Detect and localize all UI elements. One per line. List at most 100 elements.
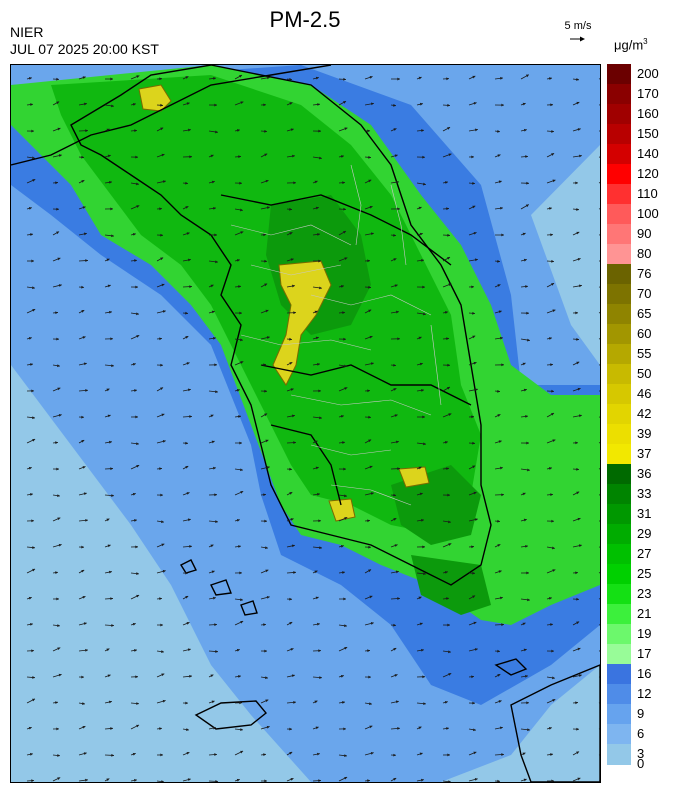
wind-arrow-icon (546, 309, 556, 314)
wind-arrow-icon (468, 155, 475, 159)
wind-arrow-icon (156, 180, 166, 184)
wind-arrow-icon (598, 338, 600, 340)
wind-arrow-icon (572, 571, 579, 575)
wind-arrow-icon (260, 699, 269, 704)
wind-arrow-icon (572, 101, 580, 106)
wind-arrow-icon (442, 311, 448, 314)
district-line (430, 324, 442, 406)
wind-arrow-icon (442, 597, 450, 600)
wind-arrow-icon (26, 676, 36, 679)
wind-arrow-icon (416, 466, 422, 470)
wind-arrow-icon (156, 310, 166, 314)
legend-label: 37 (637, 446, 652, 461)
wind-arrow-icon (546, 103, 554, 107)
wind-arrow-icon (390, 310, 399, 314)
wind-arrow-icon (520, 648, 527, 652)
wind-arrow-icon (78, 415, 85, 419)
wind-arrow-icon (338, 100, 347, 106)
wind-arrow-icon (442, 623, 451, 627)
wind-arrow-icon (494, 649, 501, 653)
wind-arrow-icon (260, 389, 268, 393)
wind-arrow-icon (104, 207, 114, 211)
wind-arrow-icon (364, 569, 372, 574)
wind-arrow-icon (494, 129, 501, 133)
wind-arrow-icon (364, 751, 374, 756)
wind-arrow-icon (104, 440, 112, 444)
wind-arrow-icon (286, 388, 294, 392)
wind-arrow-icon (312, 259, 322, 263)
wind-arrow-icon (234, 701, 243, 705)
wind-arrow-icon (104, 234, 114, 238)
wind-arrow-icon (78, 102, 87, 106)
wind-arrow-icon (260, 595, 270, 600)
wind-arrow-icon (416, 415, 426, 419)
wind-arrow-icon (208, 700, 215, 704)
wind-arrow-icon (312, 206, 319, 210)
wind-arrow-icon (260, 103, 267, 107)
wind-arrow-icon (468, 648, 478, 652)
legend-label: 17 (637, 646, 652, 661)
wind-arrow-icon (416, 675, 426, 679)
wind-arrow-icon (520, 102, 526, 106)
wind-arrow-icon (234, 129, 240, 132)
wind-arrow-icon (442, 233, 451, 237)
wind-arrow-icon (234, 648, 240, 652)
wind-arrow-icon (547, 779, 554, 782)
wind-arrow-icon (130, 519, 137, 522)
wind-arrow-icon (52, 413, 62, 418)
wind-arrow-icon (78, 518, 88, 522)
wind-arrow-icon (364, 725, 373, 730)
legend-swatch (607, 624, 631, 645)
wind-arrow-icon (338, 776, 348, 782)
wind-arrow-icon (494, 466, 503, 470)
wind-arrow-icon (156, 699, 166, 704)
wind-arrow-icon (546, 467, 552, 470)
wind-arrow-icon (442, 520, 451, 524)
wind-arrow-icon (104, 597, 114, 601)
wind-arrow-icon (494, 493, 505, 497)
wind-arrow-icon (130, 492, 136, 496)
wind-arrow-icon (78, 778, 88, 782)
wind-arrow-icon (130, 778, 137, 782)
wind-arrow-icon (52, 207, 60, 211)
wind-arrow-icon (468, 778, 478, 782)
wind-arrow-icon (312, 156, 322, 160)
wind-arrow-icon (312, 649, 322, 653)
wind-arrow-icon (234, 415, 242, 418)
hotspot-daegu (398, 466, 430, 488)
wind-arrow-icon (390, 233, 397, 237)
wind-arrow-icon (182, 701, 189, 705)
wind-arrow-icon (260, 153, 268, 158)
wind-arrow-icon (52, 311, 59, 315)
wind-arrow-icon (468, 751, 477, 756)
pm25-map[interactable] (10, 64, 601, 783)
wind-arrow-icon (286, 544, 295, 548)
wind-arrow-icon (156, 153, 165, 158)
wind-arrow-icon (364, 649, 371, 653)
wind-arrow-icon (208, 260, 218, 264)
wind-arrow-icon (390, 363, 397, 367)
legend-label: 6 (637, 726, 645, 741)
wind-arrow-icon (546, 493, 554, 497)
wind-arrow-icon (182, 415, 193, 418)
wind-arrow-icon (598, 234, 600, 236)
wind-arrow-icon (572, 284, 582, 288)
wind-arrow-icon (78, 725, 86, 730)
legend-swatch (607, 684, 631, 705)
legend-swatch (607, 464, 631, 485)
hotspot-seoul (138, 84, 172, 112)
wind-arrow-icon (130, 724, 140, 730)
agency-label: NIER (10, 24, 44, 40)
wind-arrow-icon (494, 414, 501, 418)
wind-arrow-icon (104, 467, 114, 471)
wind-arrow-icon (442, 753, 451, 757)
wind-arrow-icon (468, 441, 476, 445)
wind-arrow-icon (546, 597, 552, 600)
legend-label: 170 (637, 86, 659, 101)
legend-label: 23 (637, 586, 652, 601)
wind-arrow-icon (416, 702, 426, 706)
wind-arrow-icon (520, 674, 528, 678)
wind-arrow-icon (130, 752, 136, 756)
wind-arrow-icon (78, 569, 85, 574)
wind-arrow-icon (130, 335, 140, 340)
